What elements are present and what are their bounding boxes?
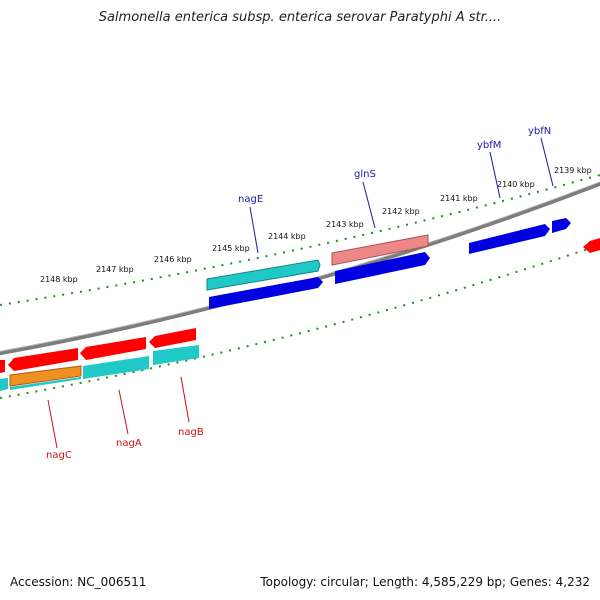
gene-cyan-left[interactable] xyxy=(0,378,8,391)
gene-label-nagA[interactable]: nagA xyxy=(116,438,142,449)
gene-label-glnS[interactable]: glnS xyxy=(354,169,376,180)
forward-strand-genes xyxy=(206,218,600,309)
gene-glnS[interactable] xyxy=(331,234,429,266)
gene-label-nagE[interactable]: nagE xyxy=(238,194,263,205)
gene-reverse-red[interactable] xyxy=(149,328,196,348)
callout-nagE xyxy=(249,206,259,254)
gene-label-nagB[interactable]: nagB xyxy=(178,427,204,438)
gene-forward-blue[interactable] xyxy=(209,277,323,309)
gene-forward-blue[interactable] xyxy=(335,252,430,284)
gene-nagC[interactable] xyxy=(9,365,82,387)
gene-reverse-red[interactable] xyxy=(0,360,5,373)
callout-ybfN xyxy=(540,137,554,187)
gene-label-ybfM[interactable]: ybfM xyxy=(477,140,501,151)
gene-reverse-red[interactable] xyxy=(8,348,78,371)
genome-summary-text: Topology: circular; Length: 4,585,229 bp… xyxy=(260,575,590,589)
scale-label: 2142 kbp xyxy=(382,207,420,216)
scale-label: 2141 kbp xyxy=(440,194,478,203)
callout-glnS xyxy=(362,181,376,229)
map-title: Salmonella enterica subsp. enterica sero… xyxy=(98,10,502,25)
scale-label: 2148 kbp xyxy=(40,275,78,284)
callout-nagC xyxy=(47,399,58,449)
gene-reverse-red-edge[interactable] xyxy=(583,238,600,253)
scale-label: 2145 kbp xyxy=(212,244,250,253)
scale-label: 2140 kbp xyxy=(497,180,535,189)
callout-ybfM xyxy=(489,151,501,199)
gene-callout-lines xyxy=(47,137,554,449)
reverse-strand-genes xyxy=(0,328,199,391)
accession-text: Accession: NC_006511 xyxy=(10,575,147,589)
gene-label-nagC[interactable]: nagC xyxy=(46,450,72,461)
scale-label: 2139 kbp xyxy=(554,166,592,175)
gene-nagE[interactable] xyxy=(206,259,321,291)
gene-nagC-cyan[interactable] xyxy=(10,377,81,390)
scale-label: 2146 kbp xyxy=(154,255,192,264)
callout-nagA xyxy=(118,389,129,435)
scale-labels: 2148 kbp 2147 kbp 2146 kbp 2145 kbp 2144… xyxy=(40,166,592,284)
gene-label-ybfN[interactable]: ybfN xyxy=(528,126,551,137)
lower-ruler-ticks xyxy=(0,244,600,399)
scale-label: 2144 kbp xyxy=(268,232,306,241)
gene-ybfM[interactable] xyxy=(469,224,550,254)
gene-ybfN[interactable] xyxy=(552,218,571,233)
gene-labels: nagE glnS ybfM ybfN nagC nagA nagB xyxy=(46,126,551,461)
gene-nagA[interactable] xyxy=(83,356,149,379)
scale-label: 2143 kbp xyxy=(326,220,364,229)
gene-reverse-red[interactable] xyxy=(80,337,146,360)
callout-nagB xyxy=(180,376,190,423)
gene-nagB[interactable] xyxy=(153,345,199,365)
scale-label: 2147 kbp xyxy=(96,265,134,274)
